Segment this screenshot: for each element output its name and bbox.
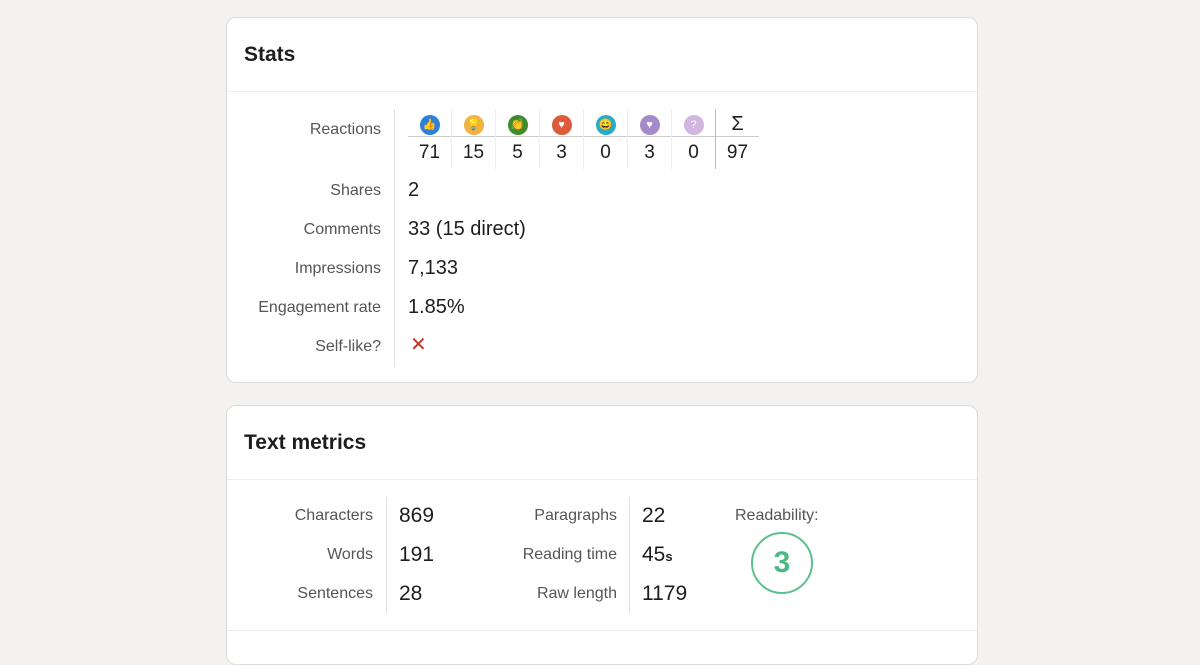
comments-label: Comments xyxy=(303,221,381,238)
reaction-column: ♥ 3 xyxy=(628,109,672,169)
reaction-count: 3 xyxy=(644,142,655,163)
text-metrics-title: Text metrics xyxy=(227,406,977,480)
funny-icon: 😄 xyxy=(595,114,616,135)
readability-score-badge: 3 xyxy=(751,532,813,594)
reaction-count: 5 xyxy=(512,142,523,163)
reaction-column: 💡 15 xyxy=(452,109,496,169)
stats-card: Stats Reactions 👍 71 💡 15 👏 5 ♥ 3 😄 0 ♥ 3? 0 Σ 97 Shar… xyxy=(226,17,978,383)
metric-label: Raw length xyxy=(536,585,617,602)
metric-unit: s xyxy=(665,549,673,564)
self-like-label: Self-like? xyxy=(315,338,381,355)
metric-value: 191 xyxy=(399,543,435,566)
divider xyxy=(629,497,630,613)
metric-label: Words xyxy=(327,546,373,563)
reaction-count: 15 xyxy=(462,142,485,163)
divider xyxy=(386,497,387,613)
metric-value: 28 xyxy=(399,582,423,605)
celebrate-icon: 👏 xyxy=(507,114,528,135)
metric-value: 45 xyxy=(642,543,666,566)
divider xyxy=(227,630,977,631)
support-icon: ♥ xyxy=(639,114,660,135)
stats-title: Stats xyxy=(227,18,977,92)
reaction-count: 3 xyxy=(556,142,567,163)
metric-label: Paragraphs xyxy=(534,507,617,524)
love-icon: ♥ xyxy=(551,114,572,135)
reaction-count: 0 xyxy=(600,142,611,163)
text-metrics-card: Text metrics Characters 869 Paragraphs 22 Wo… xyxy=(226,405,978,665)
insightful-icon: 💡 xyxy=(463,114,484,135)
divider xyxy=(394,109,395,367)
reactions-table: 👍 71 💡 15 👏 5 ♥ 3 😄 0 ♥ 3? 0 Σ 97 xyxy=(408,109,759,169)
shares-label: Shares xyxy=(330,182,381,199)
reaction-count: 0 xyxy=(688,142,699,163)
like-icon: 👍 xyxy=(419,114,440,135)
engagement-rate-label: Engagement rate xyxy=(258,299,381,316)
cross-icon: ✕ xyxy=(410,334,427,356)
impressions-label: Impressions xyxy=(294,260,381,277)
metric-value: 22 xyxy=(642,504,666,527)
reaction-total: 97 xyxy=(726,142,749,163)
shares-value: 2 xyxy=(408,179,420,201)
metric-label: Characters xyxy=(294,507,373,524)
metric-label: Reading time xyxy=(522,546,617,563)
reaction-column: ? 0 xyxy=(672,109,716,169)
comments-value: 33 (15 direct) xyxy=(408,218,526,240)
total-column: Σ 97 xyxy=(715,109,759,169)
metric-value: 1179 xyxy=(642,582,688,605)
curious-icon: ? xyxy=(683,114,704,135)
reaction-column: 😄 0 xyxy=(584,109,628,169)
readability-label: Readability: xyxy=(735,507,819,524)
metric-label: Sentences xyxy=(297,585,373,602)
reaction-column: ♥ 3 xyxy=(540,109,584,169)
reaction-column: 👍 71 xyxy=(408,109,452,169)
reaction-column: 👏 5 xyxy=(496,109,540,169)
sigma-icon: Σ xyxy=(716,109,759,137)
reaction-count: 71 xyxy=(418,142,441,163)
impressions-value: 7,133 xyxy=(408,257,459,279)
reactions-label: Reactions xyxy=(309,121,381,138)
engagement-rate-value: 1.85% xyxy=(408,296,465,318)
metric-value: 869 xyxy=(399,504,435,527)
